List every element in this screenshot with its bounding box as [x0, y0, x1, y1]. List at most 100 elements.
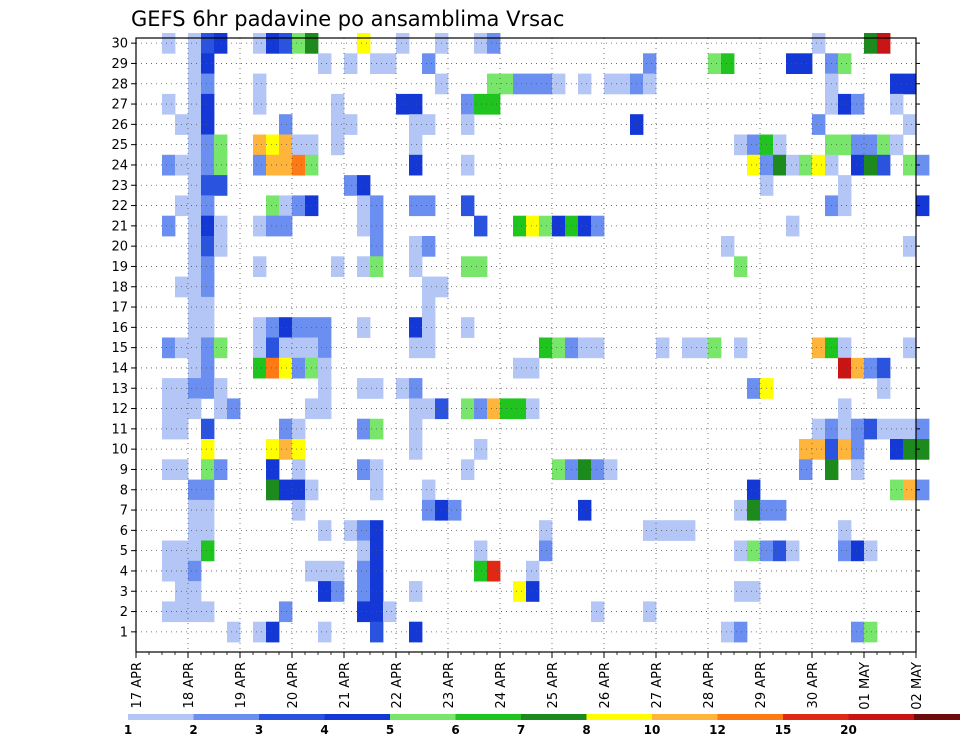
heatmap-cell [318, 378, 332, 399]
heatmap-cell [903, 236, 917, 257]
heatmap-cell [604, 73, 618, 95]
heatmap-cell [266, 337, 280, 359]
heatmap-cell [188, 236, 202, 257]
chart-title: GEFS 6hr padavine po ansamblima Vrsac [131, 7, 564, 31]
heatmap-cell [266, 154, 280, 176]
heatmap-cell [682, 337, 696, 359]
heatmap-cell [253, 73, 267, 95]
heatmap-cell [409, 195, 423, 217]
colorbar-label: 6 [451, 723, 459, 737]
colorbar-label: 8 [582, 723, 590, 737]
heatmap-cell [201, 459, 215, 480]
heatmap-cell [266, 479, 280, 501]
heatmap-cell [409, 256, 423, 277]
colorbar-segment [717, 714, 784, 720]
colorbar-label: 20 [840, 723, 857, 737]
colorbar-segment [914, 714, 960, 720]
heatmap-cell [851, 439, 865, 460]
heatmap-cell [838, 53, 852, 74]
heatmap-cell [734, 621, 748, 643]
colorbar-segment [783, 714, 849, 720]
y-tick-label: 23 [111, 179, 128, 194]
heatmap-cell [318, 520, 332, 541]
heatmap-cell [877, 33, 891, 54]
heatmap-cell [162, 459, 176, 480]
y-tick-label: 14 [111, 361, 128, 376]
y-tick-label: 6 [120, 524, 128, 539]
heatmap-cell [201, 53, 215, 74]
heatmap-cell [461, 459, 475, 480]
colorbar-segment [521, 714, 587, 720]
heatmap-cell [344, 520, 358, 541]
heatmap-cell [422, 276, 436, 298]
x-tick-label: 22 APR [390, 662, 405, 708]
heatmap-cell [331, 581, 345, 602]
heatmap-cell [162, 560, 176, 582]
heatmap-cell [292, 317, 306, 338]
heatmap-cell [422, 53, 436, 74]
x-tick-label: 29 APR [754, 662, 769, 708]
colorbar-segment [193, 714, 260, 720]
heatmap-cell [214, 175, 228, 196]
heatmap-cell [786, 540, 800, 562]
heatmap-cell [409, 378, 423, 399]
heatmap-cell [812, 337, 826, 359]
heatmap-cell [409, 418, 423, 440]
heatmap-cell [266, 459, 280, 480]
heatmap-cell [526, 73, 540, 95]
colorbar-label: 4 [320, 723, 328, 737]
heatmap-cell [643, 601, 657, 623]
heatmap-cell [461, 93, 475, 115]
colorbar-segment [259, 714, 325, 720]
heatmap-cell [188, 53, 202, 74]
heatmap-cell [682, 520, 696, 541]
heatmap-cell [578, 337, 592, 359]
heatmap-cell [201, 175, 215, 196]
heatmap-cell [578, 459, 592, 480]
grid-lines [136, 38, 916, 652]
y-tick-label: 24 [111, 158, 128, 173]
heatmap-cell [214, 337, 228, 359]
heatmap-cell [188, 357, 202, 379]
heatmap-cell [734, 540, 748, 562]
x-tick-label: 02 MAY [910, 662, 925, 710]
heatmap-cell [578, 73, 592, 95]
heatmap-cell [292, 439, 306, 460]
x-tick-label: 20 APR [286, 662, 301, 708]
heatmap-cell [409, 236, 423, 257]
y-axis-ticks: 1234567891011121314151617181920212223242… [111, 37, 920, 640]
heatmap-cell [227, 398, 241, 420]
x-tick-label: 25 APR [546, 662, 561, 708]
heatmap-cell [188, 114, 202, 135]
heatmap-cell [617, 73, 631, 95]
heatmap-cell [838, 93, 852, 115]
heatmap-cell [357, 33, 371, 54]
heatmap-cell [409, 317, 423, 338]
heatmap-cell [357, 378, 371, 399]
heatmap-cell [708, 53, 722, 74]
heatmap-cell [188, 378, 202, 399]
heatmap-cell [721, 53, 735, 74]
heatmap-cell [734, 581, 748, 602]
heatmap-cell [188, 93, 202, 115]
heatmap-cell [903, 114, 917, 135]
heatmap-cell [279, 317, 293, 338]
heatmap-cell [357, 175, 371, 196]
heatmap-cell [201, 114, 215, 135]
heatmap-cell [188, 560, 202, 582]
heatmap-cell [448, 499, 462, 521]
heatmap-cell [188, 317, 202, 338]
heatmap-cell [474, 256, 488, 277]
heatmap-cell [864, 357, 878, 379]
heatmap-cell [201, 276, 215, 298]
heatmap-cell [162, 215, 176, 237]
heatmap-cell [773, 154, 787, 176]
heatmap-cell [747, 378, 761, 399]
heatmap-cell [201, 195, 215, 217]
heatmap-cell [552, 73, 566, 95]
heatmap-cell [409, 398, 423, 420]
heatmap-cell [812, 33, 826, 54]
y-tick-label: 21 [111, 219, 128, 234]
heatmap-cell [656, 520, 670, 541]
heatmap-cell [279, 154, 293, 176]
